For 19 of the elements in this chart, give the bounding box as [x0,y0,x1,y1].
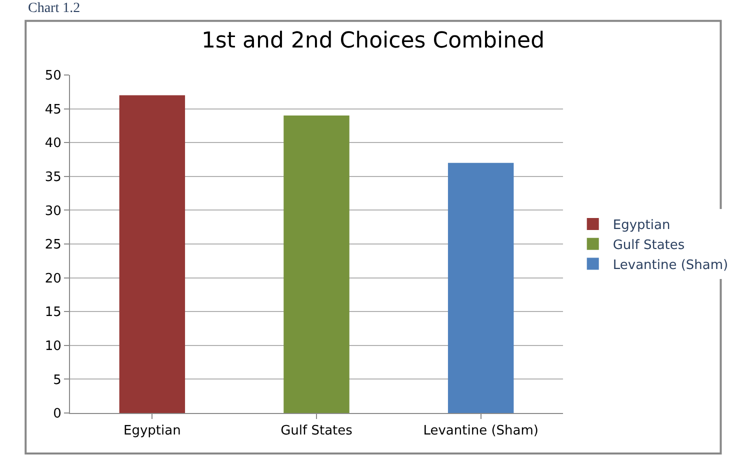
legend-label: Levantine (Sham) [612,258,728,273]
y-tick-label: 10 [44,338,62,354]
y-tick-label: 35 [44,170,62,185]
y-tick-label: 50 [44,68,62,84]
caption: Chart 1.2 [28,1,80,16]
y-tick-label: 15 [44,305,62,320]
x-tick-label: Levantine (Sham) [423,424,538,439]
y-tick-label: 20 [44,271,62,286]
y-tick-label: 45 [44,102,62,118]
y-tick-label: 25 [44,238,62,253]
y-tick-label: 0 [53,406,62,422]
legend-label: Gulf States [612,238,685,253]
x-tick-label: Egyptian [124,424,181,439]
x-tick-label: Gulf States [280,424,353,439]
y-tick-label: 30 [44,204,62,219]
legend-label: Egyptian [612,218,670,234]
chart-title: 1st and 2nd Choices Combined [201,28,545,54]
y-tick-label: 5 [53,372,62,388]
y-tick-label: 40 [44,136,62,152]
